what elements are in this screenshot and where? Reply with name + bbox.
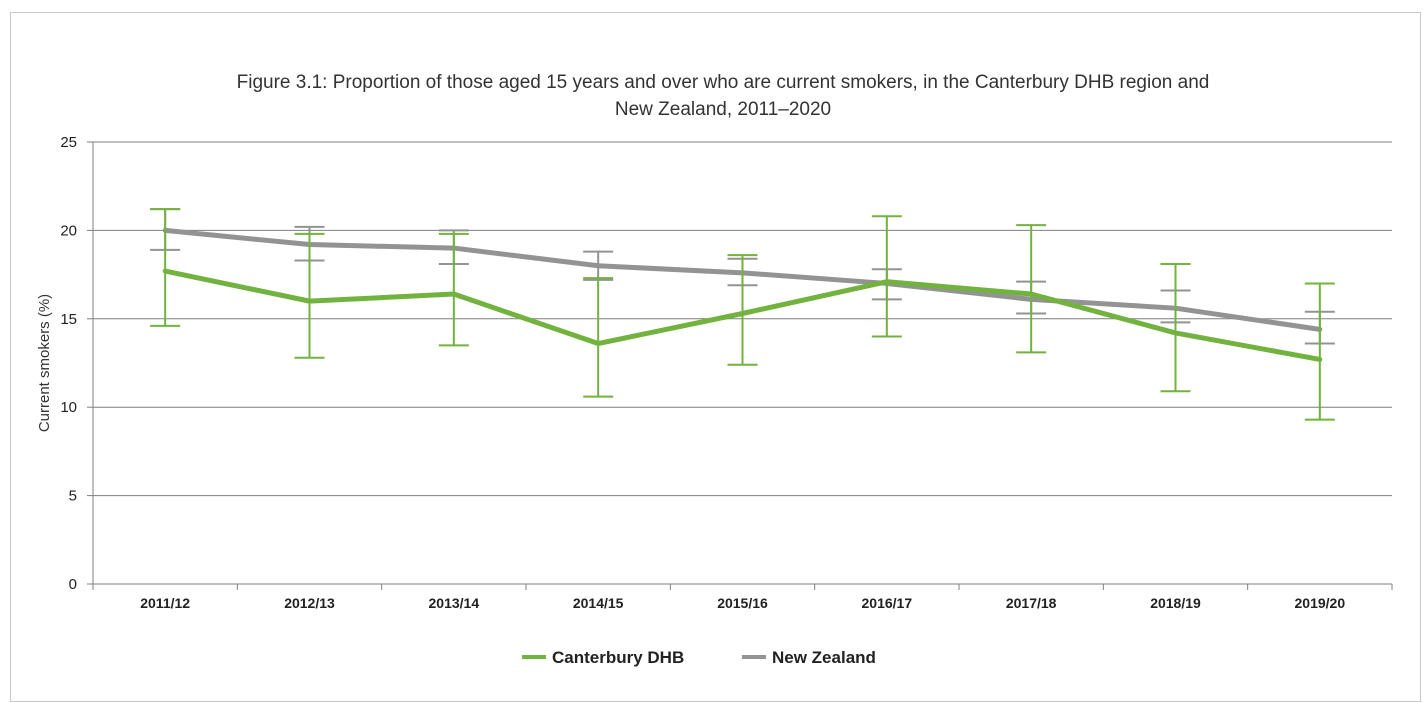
x-tick-label: 2019/20	[1295, 595, 1346, 611]
x-tick-label: 2013/14	[429, 595, 480, 611]
y-tick-label: 0	[69, 576, 77, 593]
x-tick-label: 2015/16	[717, 595, 768, 611]
chart-frame	[10, 12, 1421, 702]
error-bars	[150, 208, 1335, 421]
x-tick-label: 2012/13	[284, 595, 335, 611]
y-tick-label: 10	[60, 399, 77, 416]
y-tick-label: 15	[60, 311, 77, 328]
canterbury-dhb-error-bar	[871, 215, 902, 338]
x-tick-label: 2016/17	[862, 595, 913, 611]
canterbury-dhb-error-bar	[583, 277, 614, 398]
legend-label-canterbury-dhb: Canterbury DHB	[552, 648, 684, 667]
canterbury-dhb-error-bar	[150, 208, 181, 327]
y-tick-labels: 0 5 10 15 20 25	[60, 134, 77, 593]
canterbury-dhb-error-bar	[294, 232, 325, 359]
legend: Canterbury DHB New Zealand	[522, 648, 876, 667]
x-tick-label: 2011/12	[140, 595, 190, 611]
x-tick-label: 2018/19	[1150, 595, 1201, 611]
x-tick-labels: 2011/12 2012/13 2013/14 2014/15 2015/16 2016/…	[140, 595, 1345, 611]
y-tick-label: 5	[69, 488, 77, 505]
canterbury-dhb-error-bar	[438, 232, 469, 347]
legend-label-new-zealand: New Zealand	[772, 648, 876, 667]
x-tick-label: 2017/18	[1006, 595, 1057, 611]
y-tick-label: 25	[60, 134, 77, 151]
canterbury-dhb-error-bar	[727, 254, 758, 366]
y-tick-label: 20	[60, 222, 77, 239]
canterbury-dhb-error-bar	[1304, 282, 1335, 421]
y-axis-label: Current smokers (%)	[36, 294, 53, 432]
axes	[87, 141, 1393, 590]
canterbury-dhb-error-bar	[1016, 224, 1047, 354]
canterbury-dhb-error-bar	[1160, 262, 1191, 393]
x-tick-label: 2014/15	[573, 595, 624, 611]
chart-title-line-1: Figure 3.1: Proportion of those aged 15 …	[237, 72, 1210, 93]
chart-title-line-2: New Zealand, 2011–2020	[615, 99, 831, 120]
